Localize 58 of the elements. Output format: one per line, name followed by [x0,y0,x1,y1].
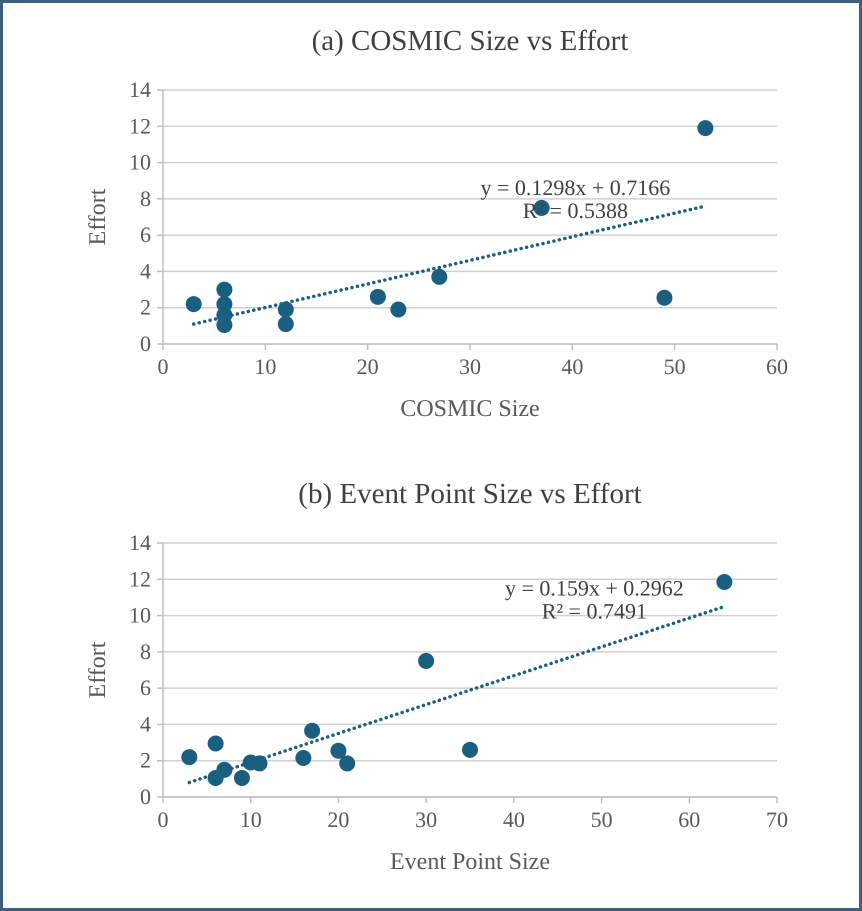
y-tick-label: 10 [129,602,151,628]
x-tick-label: 10 [254,354,276,379]
y-tick-label: 12 [129,113,151,138]
x-tick-label: 50 [664,354,686,379]
point [304,722,320,739]
y-tick-label: 4 [140,258,151,284]
point [186,296,202,312]
x-tick-label: 70 [766,807,788,832]
y-tick-label: 12 [129,566,151,592]
point [370,288,386,305]
point [656,290,672,306]
x-tick-label: 30 [415,807,438,832]
y-tick-label: 10 [129,150,151,175]
y-axis-title: Effort [85,188,111,246]
x-tick-label: 10 [240,807,262,832]
x-axis-title: Event Point Size [390,849,550,875]
x-tick-label: 60 [678,807,700,832]
y-tick-label: 4 [140,711,151,736]
point [418,652,434,669]
y-tick-label: 8 [140,638,151,664]
annotation: y = 0.159x + 0.2962 [504,576,684,600]
x-tick-label: 20 [356,354,379,379]
point [390,302,406,318]
y-tick-label: 6 [140,675,151,700]
x-tick-label: 60 [766,354,788,379]
x-axis-title: COSMIC Size [400,396,540,422]
annotation: y = 0.1298x + 0.7166 [480,175,670,200]
point [330,742,346,759]
point [697,120,714,136]
x-tick-label: 30 [459,354,481,379]
point [208,735,224,752]
y-tick-label: 14 [129,77,151,102]
point [716,574,732,590]
y-tick-label: 0 [140,784,151,809]
y-tick-label: 14 [129,530,151,555]
point [216,282,232,298]
annotation: R² = 0.7491 [542,598,647,624]
y-tick-label: 2 [140,294,151,320]
chart-title: (b) Event Point Size vs Effort [298,478,642,510]
y-tick-label: 0 [140,331,151,356]
x-tick-label: 20 [327,807,350,832]
y-tick-label: 6 [140,222,151,248]
point [234,770,250,786]
point [431,268,448,285]
x-tick-label: 50 [590,807,613,832]
x-tick-label: 0 [158,807,168,832]
x-tick-label: 0 [158,354,168,379]
x-tick-label: 40 [502,807,525,832]
y-axis-title: Effort [85,641,111,698]
y-tick-label: 2 [140,748,151,773]
chart-title: (a) COSMIC Size vs Effort [312,25,628,57]
point [295,750,312,766]
point [278,316,294,332]
point [181,749,198,766]
point [462,742,478,758]
x-tick-label: 40 [561,354,584,379]
y-tick-label: 8 [140,186,151,211]
point [339,755,356,772]
